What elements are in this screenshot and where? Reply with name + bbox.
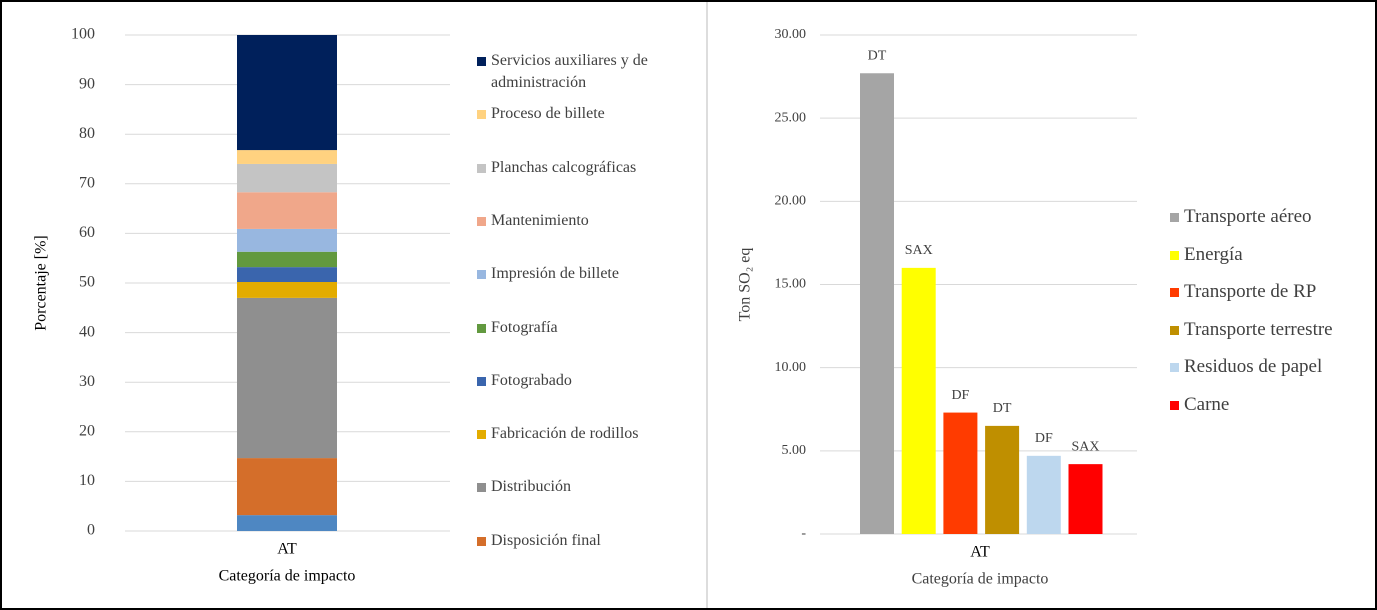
legend-label: Mantenimiento <box>491 211 589 229</box>
legend-label: Planchas calcográficas <box>491 158 637 176</box>
legend-item: Transporte terrestre <box>1170 319 1370 341</box>
bar-segment <box>237 297 337 459</box>
legend-swatch <box>477 216 486 226</box>
y-axis-title: Porcentaje [%] <box>33 235 50 331</box>
x-axis-title: Categoría de impacto <box>912 571 1049 588</box>
bar-annotation: DF <box>1035 431 1053 446</box>
legend-swatch <box>477 323 486 333</box>
bar-segment <box>237 251 337 268</box>
legend-label: Proceso de billete <box>491 105 605 123</box>
legend-label: Transporte terrestre <box>1184 318 1333 340</box>
legend-swatch <box>477 483 486 493</box>
bar-segment <box>237 228 337 252</box>
y-tick-label: 50 <box>79 274 95 291</box>
bar-segment <box>237 150 337 164</box>
bar-annotation: DT <box>868 48 887 63</box>
y-tick-label: 0 <box>87 522 95 539</box>
legend-swatch <box>1170 250 1179 260</box>
legend-item: Energía <box>1170 244 1370 266</box>
legend-swatch <box>1170 213 1179 222</box>
legend-item: Distribución <box>477 476 697 498</box>
y-tick-label: 30 <box>79 373 95 390</box>
bar-segment <box>237 35 337 151</box>
bar-segment <box>237 515 337 531</box>
legend-swatch <box>477 57 486 66</box>
bar-segment <box>237 458 337 516</box>
legend-item: Fotografía <box>477 317 697 339</box>
bar <box>985 425 1020 534</box>
legend-swatch <box>477 430 486 440</box>
bar <box>1026 455 1061 534</box>
x-tick-label: AT <box>970 544 990 561</box>
bar-segment <box>237 192 337 229</box>
y-tick-label: 90 <box>79 75 95 92</box>
legend-swatch <box>1170 288 1179 298</box>
bar-annotation: SAX <box>1071 439 1099 454</box>
x-axis-title: Categoría de impacto <box>219 568 356 585</box>
legend-item: Residuos de papel <box>1170 356 1370 378</box>
bar <box>860 73 894 535</box>
y-tick-label: 30.00 <box>775 27 807 42</box>
y-tick-label: 20.00 <box>775 194 807 209</box>
legend-label: Impresión de billete <box>491 265 619 283</box>
legend-label: Transporte aéreo <box>1184 206 1312 227</box>
legend-item: Carne <box>1170 394 1370 416</box>
bar-segment <box>237 282 337 298</box>
legend-swatch <box>477 163 486 173</box>
y-tick-label: 100 <box>71 26 95 43</box>
bar <box>901 267 936 534</box>
bar <box>943 412 978 534</box>
legend-label: Disposición final <box>491 531 601 549</box>
y-tick-label: 80 <box>79 125 95 142</box>
bar-segment <box>237 267 337 283</box>
legend-item: Proceso de billete <box>477 103 697 125</box>
bar-annotation: DF <box>951 388 969 403</box>
legend-item: Disposición final <box>477 530 697 552</box>
y-tick-label: 15.00 <box>775 277 807 292</box>
legend-swatch <box>1170 363 1179 373</box>
y-tick-label: 60 <box>79 224 95 241</box>
y-tick-label: 20 <box>79 422 95 439</box>
legend-label: Transporte de RP <box>1184 281 1317 303</box>
legend-item: Transporte de RP <box>1170 281 1370 303</box>
legend-swatch <box>477 110 486 120</box>
bar-segment <box>237 163 337 193</box>
legend-label: Energía <box>1184 243 1243 265</box>
legend-item: Servicios auxiliares y de administración <box>477 50 697 94</box>
legend-item: Planchas calcográficas <box>477 157 697 179</box>
legend-swatch <box>1170 401 1179 410</box>
legend-swatch <box>477 376 486 386</box>
bar-annotation: DT <box>993 401 1012 416</box>
y-tick-label: 40 <box>79 323 95 340</box>
legend-label: Fotografía <box>491 318 558 336</box>
x-tick-label: AT <box>277 541 297 558</box>
bar <box>1068 464 1103 534</box>
legend-label: Fotograbado <box>491 371 572 389</box>
legend-item: Fabricación de rodillos <box>477 423 697 445</box>
y-tick-label: 70 <box>79 174 95 191</box>
y-tick-label: 10.00 <box>775 360 807 375</box>
legend-swatch <box>1170 325 1179 335</box>
legend-label: Fabricación de rodillos <box>491 425 639 443</box>
y-tick-label: 25.00 <box>775 110 807 125</box>
legend-label: Distribución <box>491 478 571 496</box>
y-tick-label: 10 <box>79 472 95 489</box>
y-tick-label: 5.00 <box>782 443 807 458</box>
legend-label: Residuos de papel <box>1184 356 1323 378</box>
legend-label: Servicios auxiliares y de administración <box>491 52 648 91</box>
y-axis-title: Ton SO₂ eq <box>737 248 754 322</box>
legend-item: Impresión de billete <box>477 263 697 285</box>
legend-swatch <box>477 536 486 546</box>
legend-item: Mantenimiento <box>477 210 697 232</box>
legend-item: Transporte aéreo <box>1170 206 1370 228</box>
bar-annotation: SAX <box>905 243 933 258</box>
y-tick-label: - <box>801 526 806 541</box>
legend-label: Carne <box>1184 394 1230 415</box>
legend-swatch <box>477 270 486 280</box>
legend-item: Fotograbado <box>477 370 697 392</box>
